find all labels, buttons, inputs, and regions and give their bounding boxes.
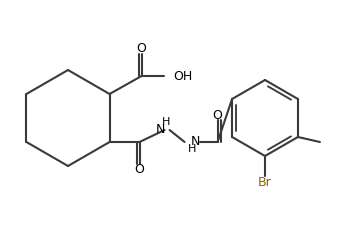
Text: O: O xyxy=(134,163,145,176)
Text: O: O xyxy=(137,42,146,55)
Text: H: H xyxy=(161,117,170,127)
Text: OH: OH xyxy=(174,69,193,83)
Text: N: N xyxy=(156,122,165,135)
Text: Br: Br xyxy=(258,177,272,190)
Text: O: O xyxy=(213,109,222,122)
Text: H: H xyxy=(187,144,196,154)
Text: N: N xyxy=(191,135,200,148)
